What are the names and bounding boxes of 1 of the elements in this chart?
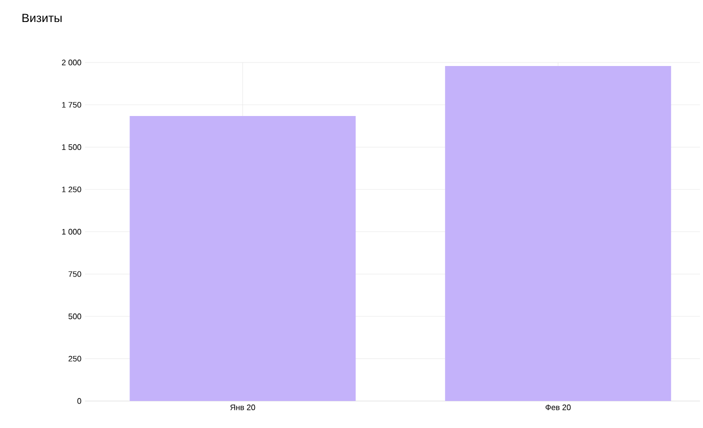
chart-title: Визиты bbox=[22, 14, 62, 22]
